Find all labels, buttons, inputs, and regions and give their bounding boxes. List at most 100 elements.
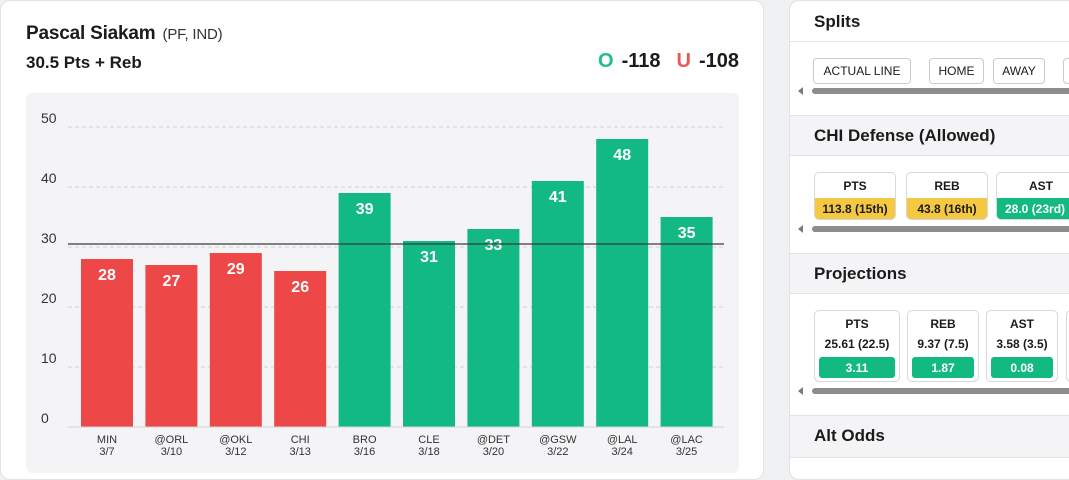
x-tick-date: 3/16 [354, 446, 375, 458]
x-tick-opponent: @GSW [539, 434, 577, 446]
x-tick-opponent: @DET [477, 434, 510, 446]
x-tick-opponent: BRO [353, 434, 377, 446]
bar-value-label: 41 [549, 189, 567, 206]
projection-card-diff: 3.11 [819, 357, 895, 378]
projections-scrollbar[interactable] [798, 387, 1069, 395]
defense-card-value: 113.8 (15th) [815, 198, 895, 219]
player-position-team: (PF, IND) [162, 26, 223, 43]
y-tick-label: 0 [41, 410, 49, 426]
x-tick-date: 3/20 [483, 446, 504, 458]
divider [790, 155, 1069, 156]
scroll-left-icon[interactable] [798, 87, 803, 95]
bar-value-label: 27 [163, 273, 181, 290]
defense-title: CHI Defense (Allowed) [814, 126, 996, 145]
chart-bar [596, 139, 649, 427]
divider [790, 41, 1069, 42]
x-tick-opponent: @LAC [670, 434, 703, 446]
x-tick-opponent: @OKL [219, 434, 252, 446]
splits-scrollbar[interactable] [798, 87, 1069, 95]
y-tick-label: 10 [41, 350, 57, 366]
x-tick-opponent: MIN [97, 434, 117, 446]
projection-card-label: AST [1010, 317, 1034, 331]
alt-odds-title[interactable]: Alt Odds [814, 426, 885, 445]
bar-value-label: 31 [420, 249, 438, 266]
scrollbar-thumb[interactable] [812, 88, 1069, 94]
split-actual-line-button[interactable]: ACTUAL LINE [813, 58, 911, 84]
divider [790, 457, 1069, 458]
scroll-left-icon[interactable] [798, 225, 803, 233]
chart-bar [81, 259, 133, 427]
y-tick-label: 40 [41, 170, 57, 186]
divider [790, 253, 1069, 254]
x-tick-date: 3/22 [547, 446, 568, 458]
chart-bar [531, 181, 584, 427]
over-icon: O [598, 50, 614, 72]
player-name-heading: Pascal Siakam (PF, IND) [26, 23, 223, 45]
defense-card-ast: AST 28.0 (23rd) [996, 172, 1069, 220]
projection-card-pts: PTS 25.61 (22.5) 3.11 [814, 310, 900, 382]
defense-card-label: PTS [843, 179, 867, 193]
y-tick-label: 30 [41, 230, 57, 246]
projections-title: Projections [814, 264, 907, 283]
split-more-button[interactable] [1063, 58, 1069, 84]
projection-card-label: PTS [845, 317, 869, 331]
player-prop-card: Pascal Siakam (PF, IND) 30.5 Pts + Reb O… [0, 0, 764, 480]
over-odds[interactable]: -118 [621, 50, 661, 72]
split-home-button[interactable]: HOME [929, 58, 984, 84]
defense-header-band [790, 115, 1069, 155]
bar-value-label: 26 [291, 279, 309, 296]
chart-bar [660, 217, 713, 427]
projection-card-diff: 0.08 [991, 357, 1053, 378]
stats-side-panel: Splits ACTUAL LINE HOME AWAY CHI Defense… [789, 0, 1069, 480]
bar-value-label: 28 [98, 267, 116, 284]
defense-card-label: AST [1029, 179, 1053, 193]
defense-scrollbar[interactable] [798, 225, 1069, 233]
divider [790, 415, 1069, 416]
defense-card-reb: REB 43.8 (16th) [906, 172, 988, 220]
chart-bar [274, 271, 327, 427]
x-tick-date: 3/12 [225, 446, 246, 458]
x-tick-date: 3/7 [99, 446, 114, 458]
prop-line: 30.5 Pts + Reb [26, 53, 142, 72]
defense-card-pts: PTS 113.8 (15th) [814, 172, 896, 220]
split-away-button[interactable]: AWAY [993, 58, 1045, 84]
defense-card-label: REB [934, 179, 960, 193]
projection-card-value: 9.37 (7.5) [917, 337, 969, 351]
projection-card-ast: AST 3.58 (3.5) 0.08 [986, 310, 1058, 382]
x-tick-date: 3/24 [611, 446, 632, 458]
chart-bar [145, 265, 198, 427]
bar-value-label: 29 [227, 261, 245, 278]
under-icon: U [676, 50, 691, 72]
projection-card-reb: REB 9.37 (7.5) 1.87 [907, 310, 979, 382]
chart-bar [338, 193, 391, 427]
x-tick-date: 3/18 [418, 446, 439, 458]
bar-value-label: 39 [356, 201, 374, 218]
projection-card-value: 3.58 (3.5) [996, 337, 1048, 351]
chart-bar [403, 241, 455, 427]
defense-card-value: 43.8 (16th) [907, 198, 987, 219]
x-tick-date: 3/10 [161, 446, 182, 458]
projection-card-diff: 1.87 [912, 357, 974, 378]
x-tick-date: 3/25 [676, 446, 697, 458]
player-name: Pascal Siakam [26, 23, 156, 44]
x-tick-opponent: @ORL [155, 434, 189, 446]
bar-value-label: 48 [613, 147, 631, 164]
projection-card-value: 25.61 (22.5) [824, 337, 890, 351]
projection-card-label: REB [930, 317, 956, 331]
divider [790, 115, 1069, 116]
bar-value-label: 33 [485, 237, 503, 254]
splits-title: Splits [814, 12, 861, 31]
projections-header-band [790, 253, 1069, 293]
scroll-left-icon[interactable] [798, 387, 803, 395]
bar-value-label: 35 [678, 225, 696, 242]
x-tick-date: 3/13 [289, 446, 310, 458]
x-tick-opponent: @LAL [607, 434, 638, 446]
defense-card-value: 28.0 (23rd) [997, 198, 1069, 219]
scrollbar-thumb[interactable] [812, 388, 1069, 394]
y-tick-label: 20 [41, 290, 57, 306]
under-odds[interactable]: -108 [698, 50, 739, 72]
x-tick-opponent: CHI [291, 434, 310, 446]
chart-bar [209, 253, 262, 427]
scrollbar-thumb[interactable] [812, 226, 1069, 232]
